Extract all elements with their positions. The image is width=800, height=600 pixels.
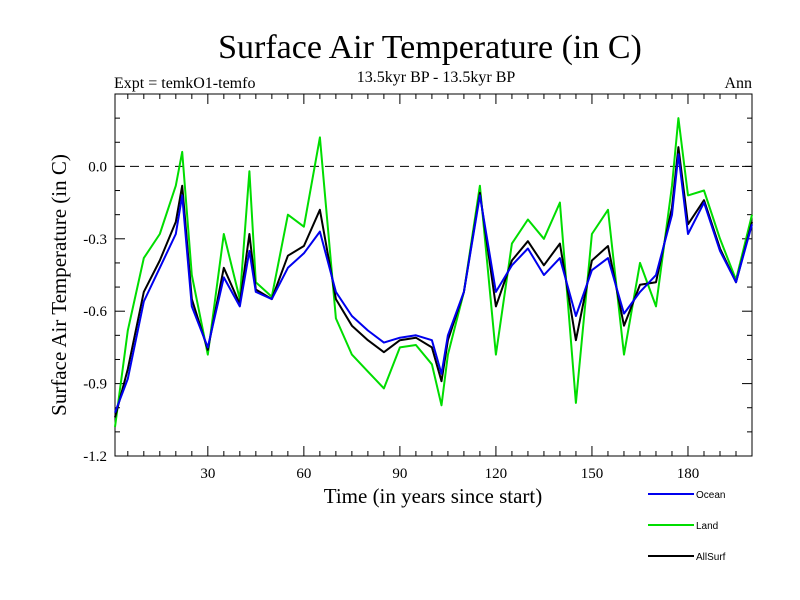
chart-title: Surface Air Temperature (in C) — [218, 29, 642, 66]
legend-label-ocean: Ocean — [696, 490, 725, 501]
y-tick-label: -0.9 — [83, 377, 107, 393]
chart-subtitle: 13.5kyr BP - 13.5kyr BP — [357, 69, 516, 86]
y-tick-label: -1.2 — [83, 449, 107, 465]
x-tick-label: 180 — [677, 466, 700, 482]
series-line-allsurf — [114, 146, 753, 418]
period-label: Ann — [724, 75, 752, 92]
x-tick-label: 60 — [296, 466, 311, 482]
series-line-land — [114, 117, 753, 428]
x-tick-label: 120 — [485, 466, 508, 482]
y-tick-label: -0.6 — [83, 304, 107, 320]
plot-area: 30 60 90 120 150 180 -1.2 -0.9 -0.6 -0.3 0.0 — [83, 93, 753, 482]
y-axis-label: Surface Air Temperature (in C) — [47, 154, 71, 416]
y-tick-label: -0.3 — [83, 232, 107, 248]
series-line-ocean — [114, 153, 753, 413]
x-tick-label: 90 — [392, 466, 407, 482]
x-tick-label: 150 — [581, 466, 604, 482]
legend-label-land: Land — [696, 521, 718, 532]
x-tick-label: 30 — [200, 466, 215, 482]
y-tick-label: 0.0 — [88, 159, 107, 175]
legend: Ocean Land AllSurf — [648, 490, 726, 563]
plot-frame — [114, 93, 753, 457]
x-axis-label: Time (in years since start) — [324, 484, 543, 508]
legend-label-allsurf: AllSurf — [696, 552, 726, 563]
experiment-label: Expt = temkO1-temfo — [114, 75, 255, 92]
